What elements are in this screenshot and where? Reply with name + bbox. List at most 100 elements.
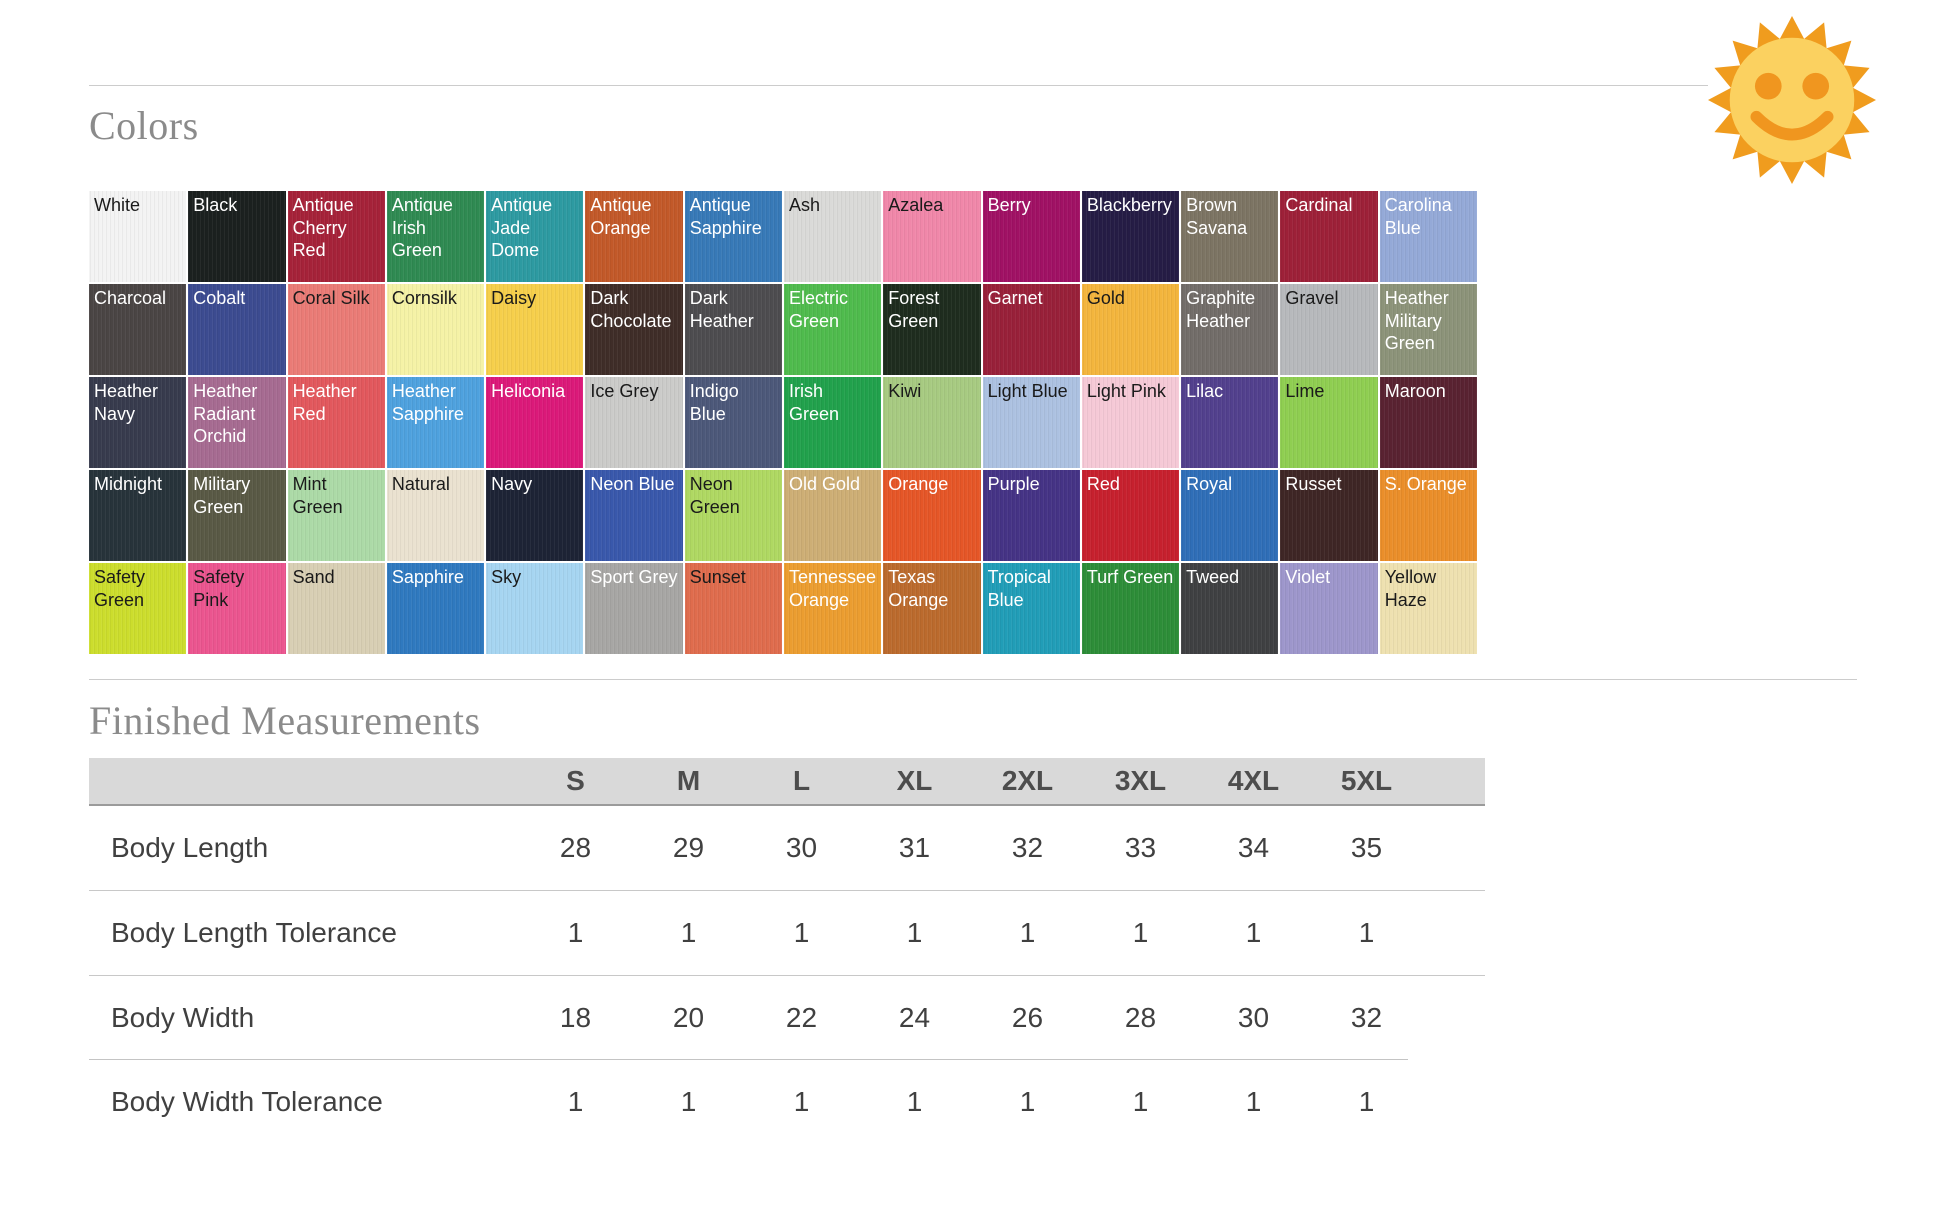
color-swatch-light-blue[interactable]: Light Blue [982,377,1080,468]
color-swatch-label: Garnet [987,288,1043,308]
color-swatch-electric-green[interactable]: Electric Green [783,284,882,375]
color-swatch-old-gold[interactable]: Old Gold [783,470,882,561]
color-swatch-russet[interactable]: Russet [1280,470,1378,561]
color-swatch-violet[interactable]: Violet [1280,563,1378,654]
measurement-value-body-length-xl: 31 [898,832,931,863]
color-swatch-maroon[interactable]: Maroon [1379,377,1477,468]
measurement-value-body-length-s: 28 [559,832,592,863]
color-swatch-gravel[interactable]: Gravel [1280,284,1378,375]
color-swatch-irish-green[interactable]: Irish Green [783,377,882,468]
color-swatch-red[interactable]: Red [1081,470,1180,561]
color-swatch-orange[interactable]: Orange [883,470,981,561]
color-swatch-navy[interactable]: Navy [486,470,584,561]
color-swatch-kiwi[interactable]: Kiwi [883,377,981,468]
color-swatch-label: Tropical Blue [987,567,1051,610]
color-swatch-label: Texas Orange [888,567,949,610]
color-swatch-purple[interactable]: Purple [982,470,1080,561]
color-swatch-cobalt[interactable]: Cobalt [188,284,286,375]
color-swatch-tennessee-orange[interactable]: Tennessee Orange [783,563,882,654]
color-swatch-dark-heather[interactable]: Dark Heather [684,284,782,375]
color-swatch-graphite-heather[interactable]: Graphite Heather [1181,284,1279,375]
color-swatch-s-orange[interactable]: S. Orange [1379,470,1477,561]
color-swatch-label: Safety Pink [193,567,245,610]
color-swatch-label: Indigo Blue [689,381,739,424]
color-swatch-label: Natural [391,474,450,494]
color-swatch-label: Turf Green [1086,567,1174,587]
color-swatch-military-green[interactable]: Military Green [188,470,286,561]
color-swatch-antique-cherry-red[interactable]: Antique Cherry Red [287,191,385,282]
measurement-value-body-length-tolerance-5xl: 1 [1358,917,1375,948]
color-swatch-sky[interactable]: Sky [486,563,584,654]
color-swatch-label: Heather Red [292,381,357,424]
sun-smile [1750,110,1834,141]
color-swatch-label: Berry [987,195,1031,215]
section-divider [89,679,1857,680]
color-swatch-garnet[interactable]: Garnet [982,284,1080,375]
size-header-3xl: 3XL [1114,765,1167,796]
color-swatch-label: Sport Grey [590,567,678,587]
size-header-4xl: 4XL [1227,765,1280,796]
color-swatch-mint-green[interactable]: Mint Green [287,470,385,561]
color-swatch-midnight[interactable]: Midnight [89,470,187,561]
color-swatch-texas-orange[interactable]: Texas Orange [883,563,981,654]
color-swatch-safety-green[interactable]: Safety Green [89,563,187,654]
color-swatch-heather-red[interactable]: Heather Red [287,377,385,468]
color-swatch-tweed[interactable]: Tweed [1181,563,1279,654]
color-swatch-label: Gravel [1285,288,1339,308]
color-swatch-heather-radiant-orchid[interactable]: Heather Radiant Orchid [188,377,286,468]
color-swatch-heliconia[interactable]: Heliconia [486,377,584,468]
measurement-value-body-length-2xl: 32 [1011,832,1044,863]
color-swatch-berry[interactable]: Berry [982,191,1080,282]
measurement-value-body-length-tolerance-s: 1 [567,917,584,948]
color-swatch-azalea[interactable]: Azalea [883,191,981,282]
color-swatch-label: Light Pink [1086,381,1166,401]
color-swatch-sport-grey[interactable]: Sport Grey [585,563,683,654]
color-swatch-daisy[interactable]: Daisy [486,284,584,375]
measurement-value-body-length-tolerance-m: 1 [680,917,697,948]
color-swatch-white[interactable]: White [89,191,187,282]
color-swatch-safety-pink[interactable]: Safety Pink [188,563,286,654]
color-swatch-gold[interactable]: Gold [1081,284,1180,375]
color-swatch-lime[interactable]: Lime [1280,377,1378,468]
color-swatch-sand[interactable]: Sand [287,563,385,654]
measurement-value-body-length-l: 30 [785,832,818,863]
color-swatch-tropical-blue[interactable]: Tropical Blue [982,563,1080,654]
color-swatch-royal[interactable]: Royal [1181,470,1279,561]
color-swatch-black[interactable]: Black [188,191,286,282]
color-swatch-blackberry[interactable]: Blackberry [1081,191,1180,282]
color-swatch-turf-green[interactable]: Turf Green [1081,563,1180,654]
color-swatch-heather-military-green[interactable]: Heather Military Green [1379,284,1477,375]
color-swatch-sapphire[interactable]: Sapphire [386,563,485,654]
color-swatch-indigo-blue[interactable]: Indigo Blue [684,377,782,468]
color-swatch-label: Russet [1285,474,1342,494]
color-swatch-antique-irish-green[interactable]: Antique Irish Green [386,191,485,282]
color-swatch-cornsilk[interactable]: Cornsilk [386,284,485,375]
measurements-heading: Finished Measurements [89,698,481,743]
color-swatch-heather-navy[interactable]: Heather Navy [89,377,187,468]
color-swatch-coral-silk[interactable]: Coral Silk [287,284,385,375]
color-swatch-lilac[interactable]: Lilac [1181,377,1279,468]
color-swatch-dark-chocolate[interactable]: Dark Chocolate [585,284,683,375]
color-swatch-label: Tennessee Orange [788,567,877,610]
color-swatch-yellow-haze[interactable]: Yellow Haze [1379,563,1477,654]
color-swatch-label: Midnight [94,474,163,494]
color-swatch-ice-grey[interactable]: Ice Grey [585,377,683,468]
color-swatch-antique-jade-dome[interactable]: Antique Jade Dome [486,191,584,282]
color-swatch-natural[interactable]: Natural [386,470,485,561]
measurement-value-body-length-tolerance-4xl: 1 [1245,917,1262,948]
color-swatch-cardinal[interactable]: Cardinal [1280,191,1378,282]
color-swatch-label: Coral Silk [292,288,370,308]
color-swatch-brown-savana[interactable]: Brown Savana [1181,191,1279,282]
sun-icon [1708,16,1876,184]
color-swatch-antique-orange[interactable]: Antique Orange [585,191,683,282]
color-swatch-light-pink[interactable]: Light Pink [1081,377,1180,468]
color-swatch-charcoal[interactable]: Charcoal [89,284,187,375]
color-swatch-heather-sapphire[interactable]: Heather Sapphire [386,377,485,468]
color-swatch-sunset[interactable]: Sunset [684,563,782,654]
color-swatch-neon-green[interactable]: Neon Green [684,470,782,561]
color-swatch-carolina-blue[interactable]: Carolina Blue [1379,191,1477,282]
color-swatch-neon-blue[interactable]: Neon Blue [585,470,683,561]
color-swatch-forest-green[interactable]: Forest Green [883,284,981,375]
color-swatch-antique-sapphire[interactable]: Antique Sapphire [684,191,782,282]
color-swatch-ash[interactable]: Ash [783,191,882,282]
